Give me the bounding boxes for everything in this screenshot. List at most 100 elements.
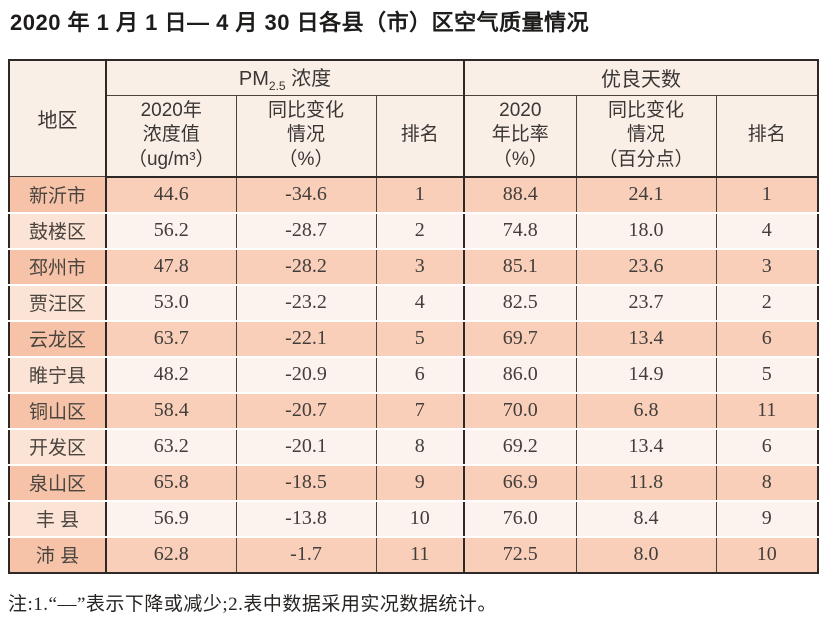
pm-rank-cell: 6 <box>375 356 465 394</box>
good-ratio-cell: 86.0 <box>463 356 577 394</box>
table-row: 泉山区 65.8 -18.5 9 66.9 11.8 8 <box>8 464 819 502</box>
pm-value-cell: 44.6 <box>105 176 236 214</box>
good-rank-cell: 6 <box>715 320 819 358</box>
good-ratio-header: 2020 年比率 （%） <box>463 95 577 178</box>
pm-value-cell: 63.7 <box>105 320 236 358</box>
pm-rank-cell: 3 <box>375 248 465 286</box>
page-title: 2020 年 1 月 1 日— 4 月 30 日各县（市）区空气质量情况 <box>10 10 590 35</box>
pm-rank-header: 排名 <box>375 95 465 178</box>
pm-rank-cell: 2 <box>375 212 465 250</box>
pm-change-cell: -23.2 <box>235 284 376 322</box>
pm-value-cell: 63.2 <box>105 428 236 466</box>
region-cell: 泉山区 <box>8 464 106 502</box>
good-rank-cell: 2 <box>715 284 819 322</box>
pm-change-cell: -22.1 <box>235 320 376 358</box>
pm-rank-cell: 11 <box>375 536 465 573</box>
good-change-header: 同比变化 情况 （百分点） <box>575 95 717 178</box>
region-column-header: 地区 <box>8 59 106 178</box>
pm-rank-cell: 5 <box>375 320 465 358</box>
table-row: 沛 县 62.8 -1.7 11 72.5 8.0 10 <box>8 536 819 573</box>
air-quality-table: 地区 PM2.5 浓度 优良天数 2020年 浓度值 （ug/m³） 同比变化 … <box>8 58 820 574</box>
table-row: 睢宁县 48.2 -20.9 6 86.0 14.9 5 <box>8 356 819 394</box>
region-cell: 新沂市 <box>8 176 106 214</box>
table-header: 地区 PM2.5 浓度 优良天数 2020年 浓度值 （ug/m³） 同比变化 … <box>8 59 819 178</box>
good-ratio-cell: 66.9 <box>463 464 577 502</box>
pm-change-cell: -20.9 <box>235 356 376 394</box>
pm-value-cell: 53.0 <box>105 284 236 322</box>
good-change-cell: 24.1 <box>575 176 717 214</box>
good-change-cell: 8.4 <box>575 500 717 538</box>
group-header-row: 地区 PM2.5 浓度 优良天数 <box>8 59 819 178</box>
good-rank-cell: 6 <box>715 428 819 466</box>
good-rank-cell: 9 <box>715 500 819 538</box>
good-rank-cell: 8 <box>715 464 819 502</box>
pm25-label-suffix: 浓度 <box>285 68 332 91</box>
good-rank-cell: 5 <box>715 356 819 394</box>
pm-change-cell: -18.5 <box>235 464 376 502</box>
pm-change-header: 同比变化 情况 （%） <box>235 95 376 178</box>
good-ratio-cell: 88.4 <box>463 176 577 214</box>
pm-value-cell: 48.2 <box>105 356 236 394</box>
good-rank-cell: 11 <box>715 392 819 430</box>
good-rank-cell: 10 <box>715 536 819 573</box>
region-cell: 云龙区 <box>8 320 106 358</box>
good-rank-cell: 1 <box>715 176 819 214</box>
good-days-group-header: 优良天数 <box>463 59 819 96</box>
pm-rank-cell: 7 <box>375 392 465 430</box>
good-change-cell: 6.8 <box>575 392 717 430</box>
table-row: 新沂市 44.6 -34.6 1 88.4 24.1 1 <box>8 176 819 214</box>
pm-value-cell: 56.2 <box>105 212 236 250</box>
pm-rank-cell: 1 <box>375 176 465 214</box>
pm25-label-subscript: 2.5 <box>268 79 286 94</box>
region-cell: 鼓楼区 <box>8 212 106 250</box>
region-cell: 睢宁县 <box>8 356 106 394</box>
pm-change-cell: -34.6 <box>235 176 376 214</box>
good-ratio-cell: 85.1 <box>463 248 577 286</box>
pm-change-cell: -28.2 <box>235 248 376 286</box>
pm-value-cell: 65.8 <box>105 464 236 502</box>
footnote: 注:1.“—”表示下降或减少;2.表中数据采用实况数据统计。 <box>8 593 497 615</box>
good-rank-header: 排名 <box>715 95 819 178</box>
region-cell: 丰 县 <box>8 500 106 538</box>
good-change-cell: 23.7 <box>575 284 717 322</box>
pm-change-cell: -1.7 <box>235 536 376 573</box>
pm-rank-cell: 10 <box>375 500 465 538</box>
good-change-cell: 8.0 <box>575 536 717 573</box>
pm-change-cell: -13.8 <box>235 500 376 538</box>
region-cell: 邳州市 <box>8 248 106 286</box>
table-row: 铜山区 58.4 -20.7 7 70.0 6.8 11 <box>8 392 819 430</box>
pm-change-cell: -20.7 <box>235 392 376 430</box>
good-rank-cell: 4 <box>715 212 819 250</box>
table-body: 新沂市 44.6 -34.6 1 88.4 24.1 1 鼓楼区 56.2 -2… <box>8 176 819 573</box>
good-ratio-cell: 76.0 <box>463 500 577 538</box>
region-cell: 开发区 <box>8 428 106 466</box>
pm-rank-cell: 9 <box>375 464 465 502</box>
region-cell: 贾汪区 <box>8 284 106 322</box>
table-row: 丰 县 56.9 -13.8 10 76.0 8.4 9 <box>8 500 819 538</box>
table-row: 鼓楼区 56.2 -28.7 2 74.8 18.0 4 <box>8 212 819 250</box>
table-row: 云龙区 63.7 -22.1 5 69.7 13.4 6 <box>8 320 819 358</box>
good-change-cell: 14.9 <box>575 356 717 394</box>
good-ratio-cell: 69.2 <box>463 428 577 466</box>
pm-change-cell: -20.1 <box>235 428 376 466</box>
table-row: 邳州市 47.8 -28.2 3 85.1 23.6 3 <box>8 248 819 286</box>
good-ratio-cell: 69.7 <box>463 320 577 358</box>
pm-value-cell: 58.4 <box>105 392 236 430</box>
good-change-cell: 13.4 <box>575 428 717 466</box>
good-ratio-cell: 82.5 <box>463 284 577 322</box>
pm-rank-cell: 4 <box>375 284 465 322</box>
good-ratio-cell: 74.8 <box>463 212 577 250</box>
pm-value-cell: 47.8 <box>105 248 236 286</box>
good-change-cell: 23.6 <box>575 248 717 286</box>
good-change-cell: 18.0 <box>575 212 717 250</box>
region-cell: 铜山区 <box>8 392 106 430</box>
good-change-cell: 11.8 <box>575 464 717 502</box>
pm-change-cell: -28.7 <box>235 212 376 250</box>
good-change-cell: 13.4 <box>575 320 717 358</box>
table-row: 开发区 63.2 -20.1 8 69.2 13.4 6 <box>8 428 819 466</box>
good-ratio-cell: 70.0 <box>463 392 577 430</box>
pm25-group-header: PM2.5 浓度 <box>104 59 465 96</box>
good-rank-cell: 3 <box>715 248 819 286</box>
pm-value-header: 2020年 浓度值 （ug/m³） <box>105 95 236 178</box>
pm-value-cell: 62.8 <box>105 536 236 573</box>
